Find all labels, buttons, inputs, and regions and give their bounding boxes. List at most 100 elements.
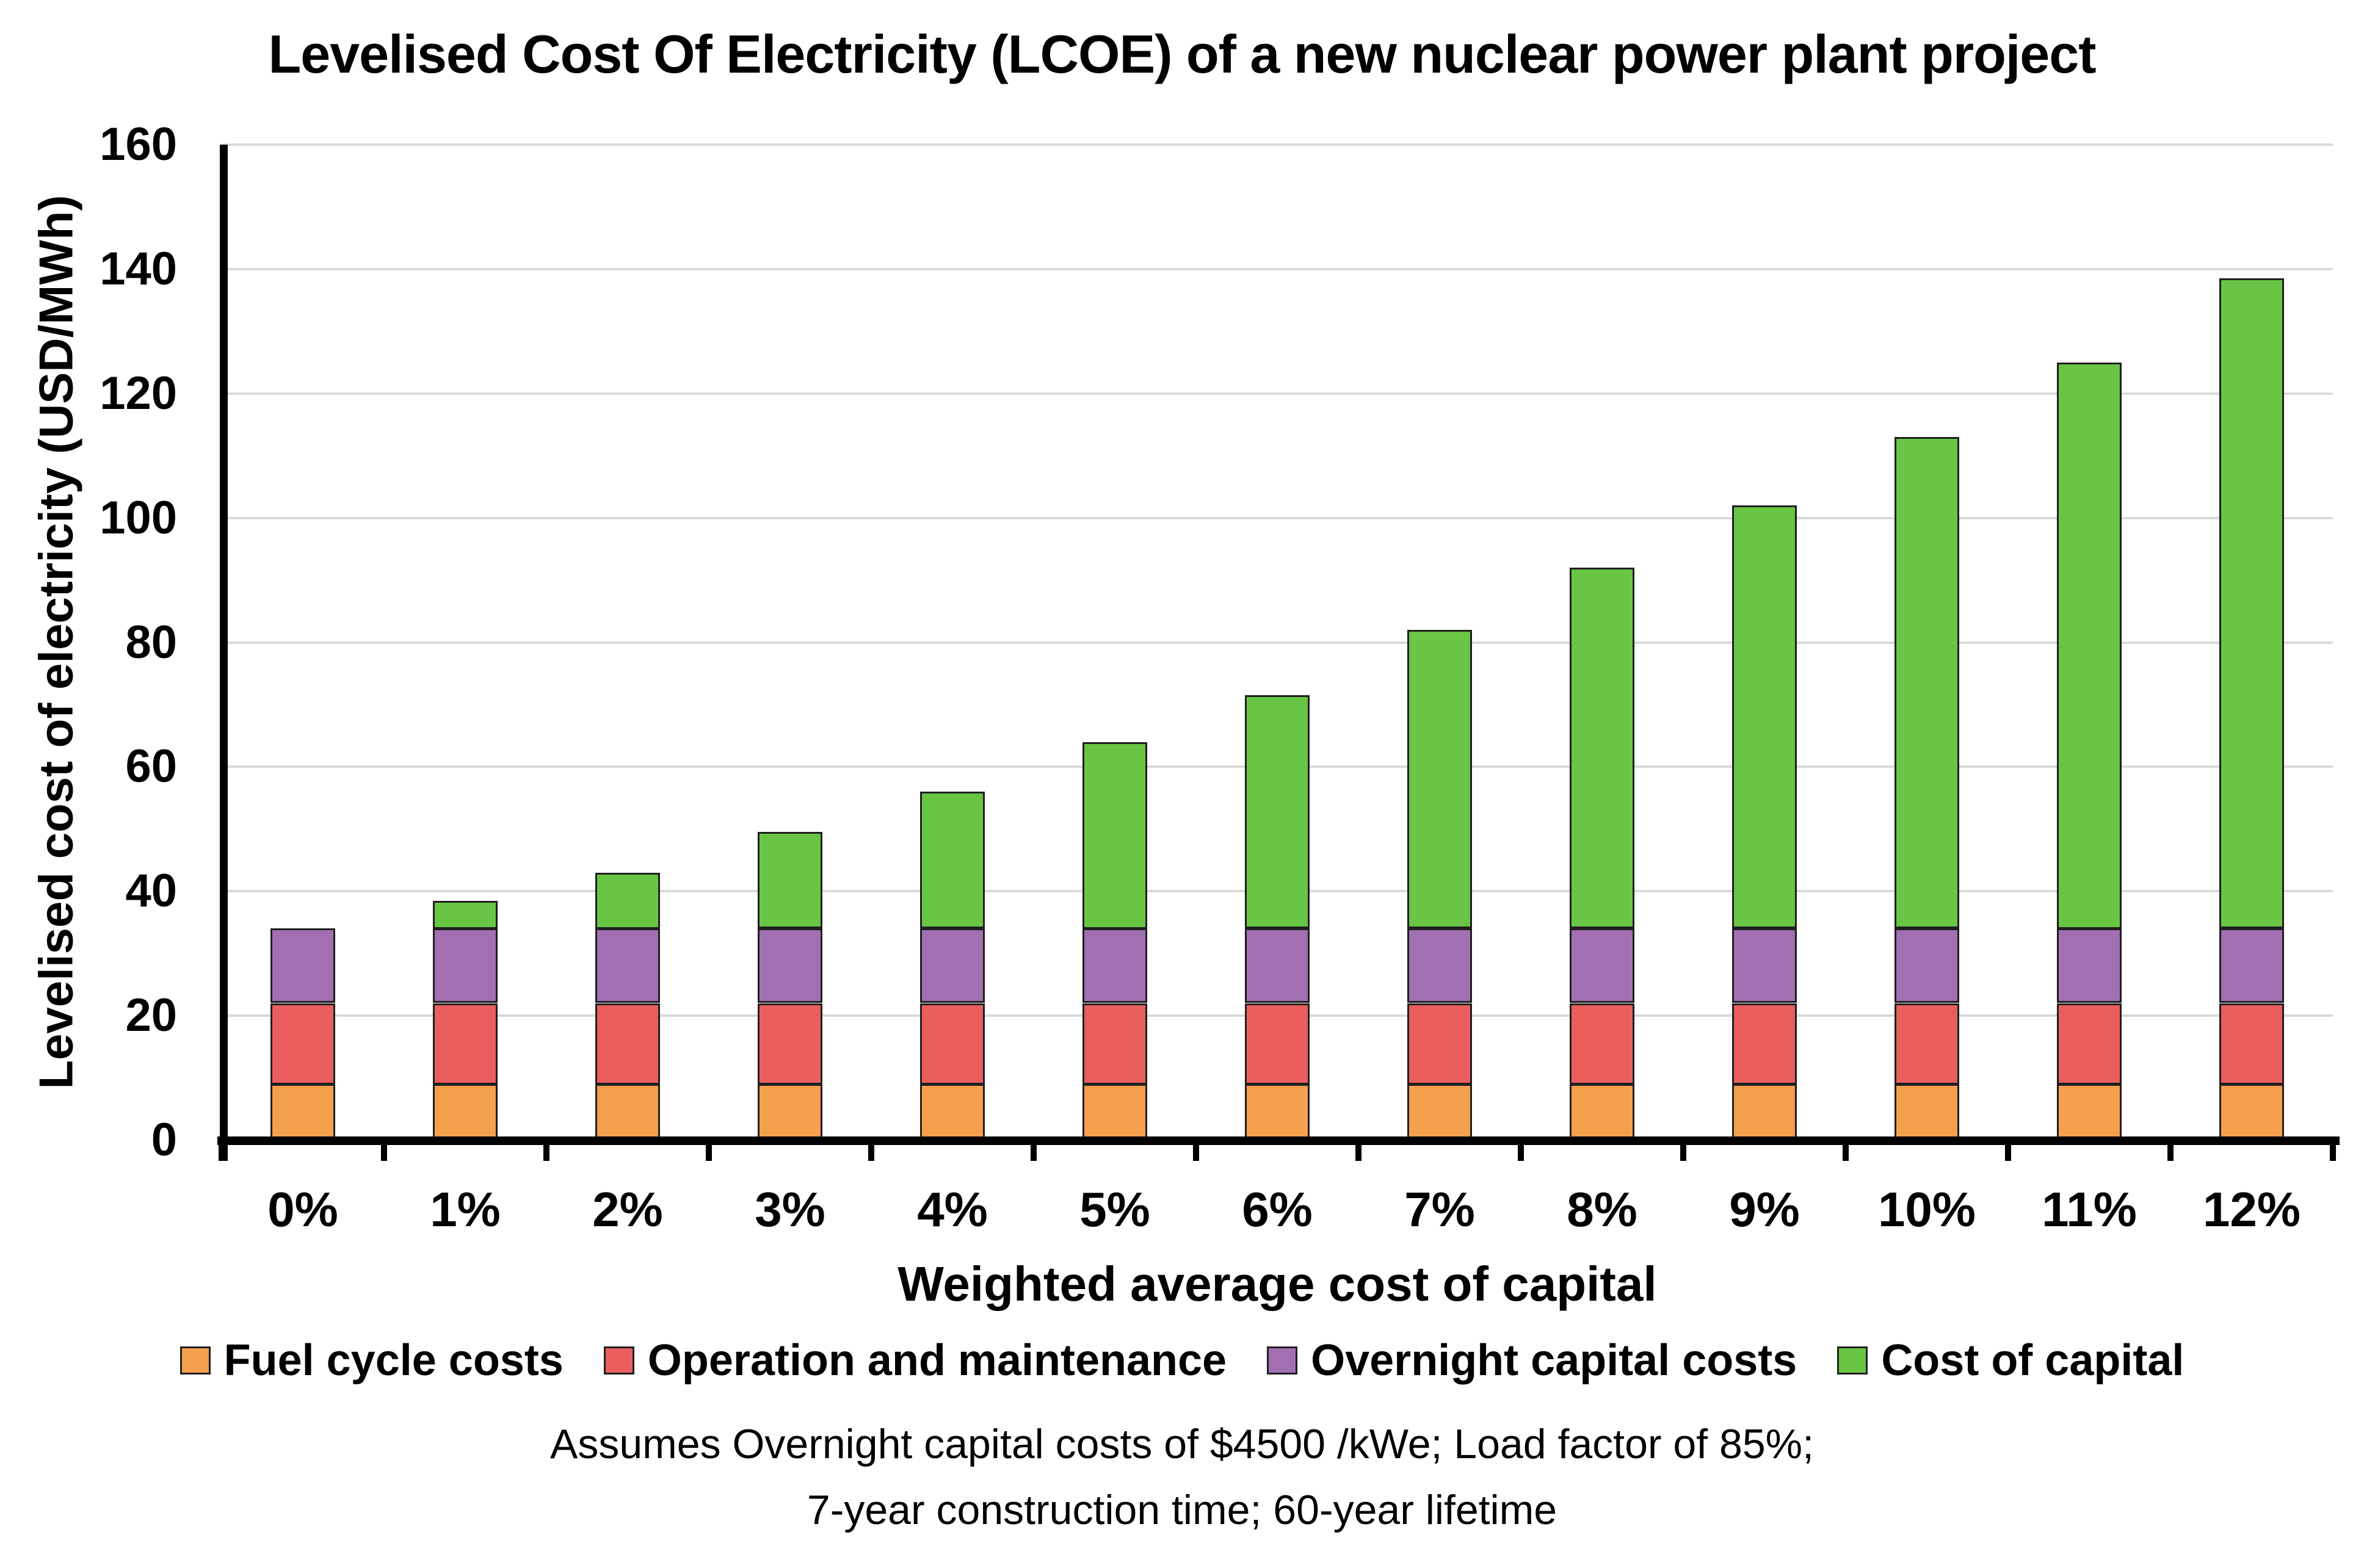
bar-segment-cost-of-capital: [2219, 278, 2284, 928]
bar-segment-fuel-cycle-costs: [270, 1084, 335, 1140]
legend-label: Fuel cycle costs: [223, 1336, 564, 1385]
x-tick-label: 11%: [2042, 1182, 2137, 1237]
x-axis-tick: [219, 1145, 225, 1161]
y-gridline: [222, 143, 2333, 146]
bar-segment-operation-and-maintenance: [1894, 1003, 1959, 1085]
x-axis-line: [217, 1136, 2340, 1145]
bar-segment-fuel-cycle-costs: [1082, 1084, 1147, 1140]
bar-segment-operation-and-maintenance: [920, 1003, 985, 1085]
bar-segment-fuel-cycle-costs: [758, 1084, 822, 1140]
x-tick-label: 8%: [1567, 1182, 1637, 1237]
bar-segment-overnight-capital-costs: [1407, 928, 1472, 1003]
legend-item-overnight-capital-costs: Overnight capital costs: [1267, 1335, 1797, 1386]
x-tick-label: 2%: [592, 1182, 663, 1237]
bar-segment-operation-and-maintenance: [1245, 1003, 1310, 1085]
y-gridline: [222, 517, 2333, 519]
bar-segment-fuel-cycle-costs: [1894, 1084, 1959, 1140]
legend-item-fuel-cycle-costs: Fuel cycle costs: [179, 1335, 564, 1386]
bar-segment-cost-of-capital: [433, 901, 498, 929]
bar-segment-cost-of-capital: [2057, 363, 2122, 929]
legend: Fuel cycle costs Operation and maintenanc…: [0, 1334, 2364, 1387]
x-axis-title: Weighted average cost of capital: [897, 1257, 1657, 1311]
bar-segment-operation-and-maintenance: [1407, 1003, 1472, 1085]
bar-segment-operation-and-maintenance: [2219, 1003, 2284, 1085]
y-tick-label: 100: [100, 492, 177, 544]
x-tick-label: 5%: [1079, 1182, 1150, 1237]
bar-segment-overnight-capital-costs: [270, 928, 335, 1003]
operation-and-maintenance-swatch-icon: [603, 1346, 634, 1375]
x-tick-label: 3%: [755, 1182, 825, 1237]
bar-segment-cost-of-capital: [1082, 742, 1147, 929]
bar-segment-fuel-cycle-costs: [1570, 1084, 1634, 1140]
bar-segment-operation-and-maintenance: [2057, 1003, 2122, 1085]
footnote-line-1: Assumes Overnight capital costs of $4500…: [549, 1421, 1815, 1467]
x-axis-tick: [1193, 1145, 1199, 1161]
x-axis-tick: [706, 1145, 712, 1161]
y-tick-label: 120: [100, 367, 177, 419]
bar-segment-overnight-capital-costs: [1245, 928, 1310, 1003]
bar-segment-fuel-cycle-costs: [595, 1084, 660, 1140]
x-axis-tick: [1680, 1145, 1686, 1161]
legend-label: Overnight capital costs: [1311, 1336, 1797, 1385]
bar-segment-cost-of-capital: [595, 873, 660, 929]
legend-item-cost-of-capital: Cost of capital: [1837, 1335, 2184, 1386]
bar-segment-fuel-cycle-costs: [1732, 1084, 1797, 1140]
bar-segment-fuel-cycle-costs: [920, 1084, 985, 1140]
bar-segment-operation-and-maintenance: [595, 1003, 660, 1085]
bar-segment-fuel-cycle-costs: [2219, 1084, 2284, 1140]
x-axis-tick: [2330, 1145, 2336, 1161]
bar-segment-fuel-cycle-costs: [1245, 1084, 1310, 1140]
x-tick-label: 12%: [2202, 1182, 2301, 1237]
footnote: Assumes Overnight capital costs of $4500…: [0, 1411, 2364, 1543]
x-axis-tick: [2005, 1145, 2011, 1161]
x-tick-label: 7%: [1404, 1182, 1475, 1237]
bar-segment-overnight-capital-costs: [595, 928, 660, 1003]
x-axis-tick: [1355, 1145, 1361, 1161]
y-gridline: [222, 392, 2333, 395]
bar-segment-operation-and-maintenance: [758, 1003, 822, 1085]
y-tick-label: 160: [100, 118, 177, 170]
bar-segment-overnight-capital-costs: [1570, 928, 1634, 1003]
bar-segment-operation-and-maintenance: [270, 1003, 335, 1085]
x-axis-tick: [1031, 1145, 1037, 1161]
bar-segment-cost-of-capital: [758, 832, 822, 928]
bar-segment-cost-of-capital: [1245, 695, 1310, 928]
bar-segment-overnight-capital-costs: [2057, 928, 2122, 1003]
y-tick-label: 80: [125, 616, 177, 668]
x-tick-label: 1%: [430, 1182, 501, 1237]
x-axis-tick: [1518, 1145, 1524, 1161]
x-axis-tick: [543, 1145, 549, 1161]
legend-label: Operation and maintenance: [647, 1336, 1227, 1385]
bar-segment-overnight-capital-costs: [1082, 928, 1147, 1003]
bar-segment-overnight-capital-costs: [2219, 928, 2284, 1003]
bar-segment-overnight-capital-costs: [1732, 928, 1797, 1003]
footnote-line-2: 7-year construction time; 60-year lifeti…: [807, 1487, 1557, 1533]
bar-segment-fuel-cycle-costs: [433, 1084, 498, 1140]
x-axis-tick: [868, 1145, 874, 1161]
bar-segment-fuel-cycle-costs: [1407, 1084, 1472, 1140]
y-tick-label: 60: [125, 740, 177, 792]
y-gridline: [222, 268, 2333, 270]
x-tick-label: 9%: [1729, 1182, 1800, 1237]
bar-segment-cost-of-capital: [1732, 505, 1797, 928]
y-tick-label: 40: [125, 865, 177, 917]
x-tick-label: 4%: [917, 1182, 988, 1237]
bar-segment-overnight-capital-costs: [758, 928, 822, 1003]
y-axis-line: [220, 145, 228, 1161]
bar-segment-operation-and-maintenance: [433, 1003, 498, 1085]
legend-label: Cost of capital: [1881, 1336, 2185, 1385]
bar-segment-operation-and-maintenance: [1570, 1003, 1634, 1085]
bar-segment-fuel-cycle-costs: [2057, 1084, 2122, 1140]
bar-segment-overnight-capital-costs: [920, 928, 985, 1003]
fuel-cycle-costs-swatch-icon: [179, 1346, 211, 1375]
bar-segment-cost-of-capital: [1570, 568, 1634, 928]
bar-segment-cost-of-capital: [920, 792, 985, 928]
y-tick-label: 140: [100, 243, 177, 295]
bar-segment-overnight-capital-costs: [1894, 928, 1959, 1003]
x-tick-label: 10%: [1877, 1182, 1976, 1237]
legend-item-operation-and-maintenance: Operation and maintenance: [603, 1335, 1227, 1386]
bar-segment-operation-and-maintenance: [1082, 1003, 1147, 1085]
y-tick-label: 0: [151, 1114, 177, 1166]
